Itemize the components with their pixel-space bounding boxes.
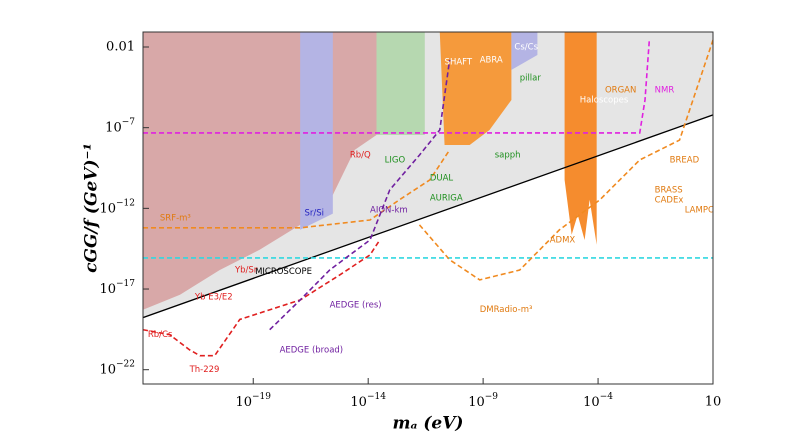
limit-line bbox=[143, 239, 381, 357]
annotation: BRASS bbox=[655, 185, 683, 195]
y-tick-label: 10−22 bbox=[99, 359, 135, 377]
limit-line bbox=[269, 59, 451, 331]
limit-line bbox=[143, 39, 651, 134]
annotation: AION-km bbox=[370, 205, 408, 215]
annotation: AEDGE (broad) bbox=[280, 345, 344, 355]
annotation: Rb/Cs bbox=[148, 330, 173, 340]
x-axis-label: mₐ (eV) bbox=[393, 414, 464, 434]
annotation: SHAFT bbox=[445, 57, 473, 67]
annotation: Rb/Q bbox=[350, 151, 371, 161]
annotation: Haloscopes bbox=[580, 95, 629, 105]
plot-area: SRF-m³ Th-229 MICROSCOPE Rb/Cs Yb E3/E2 Yb/Sr… bbox=[143, 32, 726, 375]
region bbox=[511, 32, 538, 70]
annotation: DUAL bbox=[430, 173, 454, 183]
y-tick-label: 10−17 bbox=[99, 279, 135, 297]
region bbox=[376, 32, 425, 136]
annotation: BREAD bbox=[670, 155, 700, 165]
annotation: AEDGE (res) bbox=[330, 301, 382, 311]
annotation: sapph bbox=[495, 151, 521, 161]
annotation: MICROSCOPE bbox=[255, 267, 312, 277]
annotation: Yb/Sr bbox=[234, 266, 258, 276]
annotation: CADEx bbox=[655, 195, 684, 205]
annotation: AURIGA bbox=[430, 193, 463, 203]
limit-line bbox=[143, 114, 713, 319]
annotation: ORGAN bbox=[605, 85, 636, 95]
annotation: pillar bbox=[520, 73, 542, 83]
annotation: DMRadio-m³ bbox=[480, 305, 533, 315]
annotation: Th-229 bbox=[189, 365, 220, 375]
annotation: Cs/Cs bbox=[514, 42, 538, 52]
y-tick-label: 0.01 bbox=[106, 39, 135, 54]
annotation: ABRA bbox=[480, 55, 503, 65]
limit-line bbox=[418, 39, 713, 281]
region bbox=[564, 32, 597, 245]
annotation: Sr/Si bbox=[305, 208, 325, 218]
y-tick-label: 10−7 bbox=[105, 117, 135, 135]
x-tick-label: 10 bbox=[705, 395, 722, 410]
x-tick-label: 10−4 bbox=[583, 392, 613, 410]
x-tick-label: 10−9 bbox=[468, 392, 498, 410]
y-tick-label: 10−12 bbox=[99, 198, 135, 216]
x-tick-label: 10−19 bbox=[235, 392, 271, 410]
region bbox=[300, 32, 333, 230]
limit-line bbox=[143, 149, 451, 229]
annotation: LIGO bbox=[385, 155, 406, 165]
annotation: ADMX bbox=[550, 235, 576, 245]
y-axis-label: cGG/f (GeV)⁻¹ bbox=[82, 143, 102, 273]
annotation: SRF-m³ bbox=[160, 213, 191, 223]
annotation: LAMPOST bbox=[685, 205, 726, 215]
x-tick-label: 10−14 bbox=[350, 392, 386, 410]
annotation: Yb E3/E2 bbox=[194, 292, 233, 302]
region bbox=[439, 32, 512, 145]
annotation: NMR bbox=[655, 85, 675, 95]
